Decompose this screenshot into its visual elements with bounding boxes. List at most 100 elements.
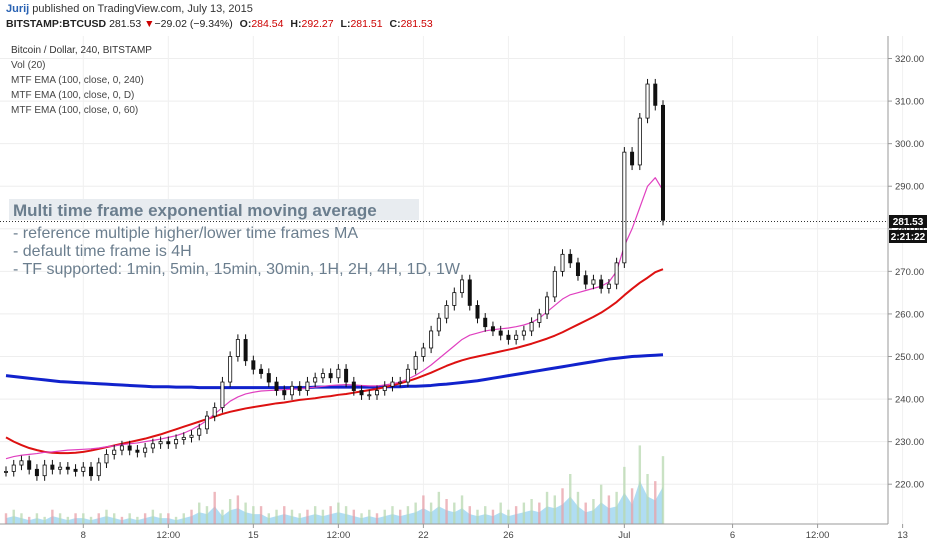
candle-body <box>529 322 534 332</box>
volume-bar <box>615 491 618 524</box>
low-label: L: <box>340 18 351 30</box>
ema-d-line <box>5 268 664 455</box>
candle-body <box>552 270 557 298</box>
candle-body <box>27 460 32 470</box>
candle-body <box>545 296 550 315</box>
candle-body <box>204 415 209 430</box>
candle-body <box>637 117 642 166</box>
volume-bar <box>545 491 549 524</box>
volume-bar <box>167 513 170 524</box>
volume-bar <box>607 495 611 524</box>
candle-body <box>174 439 179 445</box>
volume-bar <box>97 513 100 524</box>
volume-bar <box>174 516 178 524</box>
y-tick-label: 280.00 <box>895 224 924 235</box>
candle-body <box>282 390 287 396</box>
candle-body <box>243 339 248 362</box>
candle-body <box>490 326 495 332</box>
candle-body <box>135 449 140 453</box>
volume-bar <box>360 513 363 524</box>
volume-bar <box>661 456 665 524</box>
volume-bar <box>383 509 386 524</box>
volume-bar <box>460 495 464 524</box>
candle-body <box>436 317 441 332</box>
volume-bar <box>306 509 309 524</box>
annotation[interactable]: Multi time frame exponential moving aver… <box>9 199 461 278</box>
author-link[interactable]: Jurij <box>6 3 30 15</box>
legend-ema-d[interactable]: MTF EMA (100, close, 0, D) <box>11 90 134 101</box>
candle-body <box>150 443 155 449</box>
candle-body <box>235 339 240 357</box>
candle-body <box>606 283 611 289</box>
volume-bar <box>244 502 247 524</box>
publish-line: Jurij published on TradingView.com, July… <box>6 3 253 15</box>
candle-body <box>622 151 627 264</box>
candle-body <box>367 394 372 397</box>
candle-body <box>181 436 186 440</box>
price-tag-bg <box>889 215 927 228</box>
candle-body <box>375 390 380 396</box>
price-tag: 281.53 <box>893 217 924 228</box>
high-label: H: <box>290 18 302 30</box>
volume-bar <box>35 513 39 524</box>
volume-bar <box>561 488 564 524</box>
candle-body <box>305 381 310 391</box>
chart-svg[interactable]: 320.00 310.00 300.00 290.00 280.00 270.00 260.… <box>0 36 932 550</box>
close-value: 281.53 <box>400 18 433 30</box>
candle-body <box>537 313 542 323</box>
volume-bar <box>283 506 286 524</box>
y-tick-label: 230.00 <box>895 437 924 448</box>
candle-body <box>212 407 217 417</box>
ema-240-line <box>5 177 664 460</box>
candle-body <box>514 334 519 340</box>
candle-body <box>297 385 302 391</box>
candle-body <box>104 454 109 464</box>
candle-body <box>220 381 225 408</box>
candle-body <box>34 468 39 477</box>
legend-ema-240[interactable]: MTF EMA (100, close, 0, 240) <box>11 75 144 86</box>
candle-body <box>614 262 619 285</box>
candle-body <box>599 279 604 289</box>
volume-bar <box>205 506 209 524</box>
x-tick-label: 22 <box>418 530 429 541</box>
volume-bar <box>259 506 263 524</box>
volume-bar <box>89 516 93 524</box>
volume-bar <box>66 516 70 524</box>
volume-pane <box>4 445 665 524</box>
symbol-name[interactable]: BITSTAMP:BTCUSD <box>6 18 107 30</box>
candle-body <box>444 305 449 319</box>
candle-body <box>645 83 650 119</box>
candle-body <box>197 428 202 436</box>
candle-body <box>50 464 55 470</box>
chart-container[interactable]: 320.00 310.00 300.00 290.00 280.00 270.00 260.… <box>0 36 932 550</box>
last-price: 281.53 <box>109 18 142 30</box>
legend-main[interactable]: Bitcoin / Dollar, 240, BITSTAMP <box>11 45 152 56</box>
volume-bar <box>113 513 116 524</box>
candle-body <box>521 330 526 336</box>
volume-bar <box>569 474 572 524</box>
legend-volume[interactable]: Vol (20) <box>11 60 45 71</box>
volume-bar <box>630 488 634 524</box>
candle-body <box>166 441 171 445</box>
annotation-title-bg <box>9 199 419 220</box>
legend-ema-60[interactable]: MTF EMA (100, close, 0, 60) <box>11 105 138 116</box>
x-tick-label: 6 <box>730 530 735 541</box>
x-tick-label: 8 <box>81 530 86 541</box>
y-tick-label: 260.00 <box>895 309 924 320</box>
volume-bar <box>298 513 301 524</box>
candle-body <box>4 471 9 473</box>
candle-body <box>351 381 356 391</box>
candle-body <box>630 151 635 166</box>
volume-bar <box>445 499 448 524</box>
candle-body <box>58 466 63 470</box>
annotation-line-1: - reference multiple higher/lower time f… <box>13 225 358 242</box>
volume-bar <box>321 509 325 524</box>
volume-bar <box>499 502 502 524</box>
candle-body <box>460 279 465 294</box>
x-tick-label: Jul <box>618 530 630 541</box>
volume-bar <box>638 445 642 524</box>
price-axis[interactable]: 320.00 310.00 300.00 290.00 280.00 270.00 260.… <box>887 36 924 524</box>
volume-bar <box>646 474 649 524</box>
candle-body <box>413 356 418 370</box>
